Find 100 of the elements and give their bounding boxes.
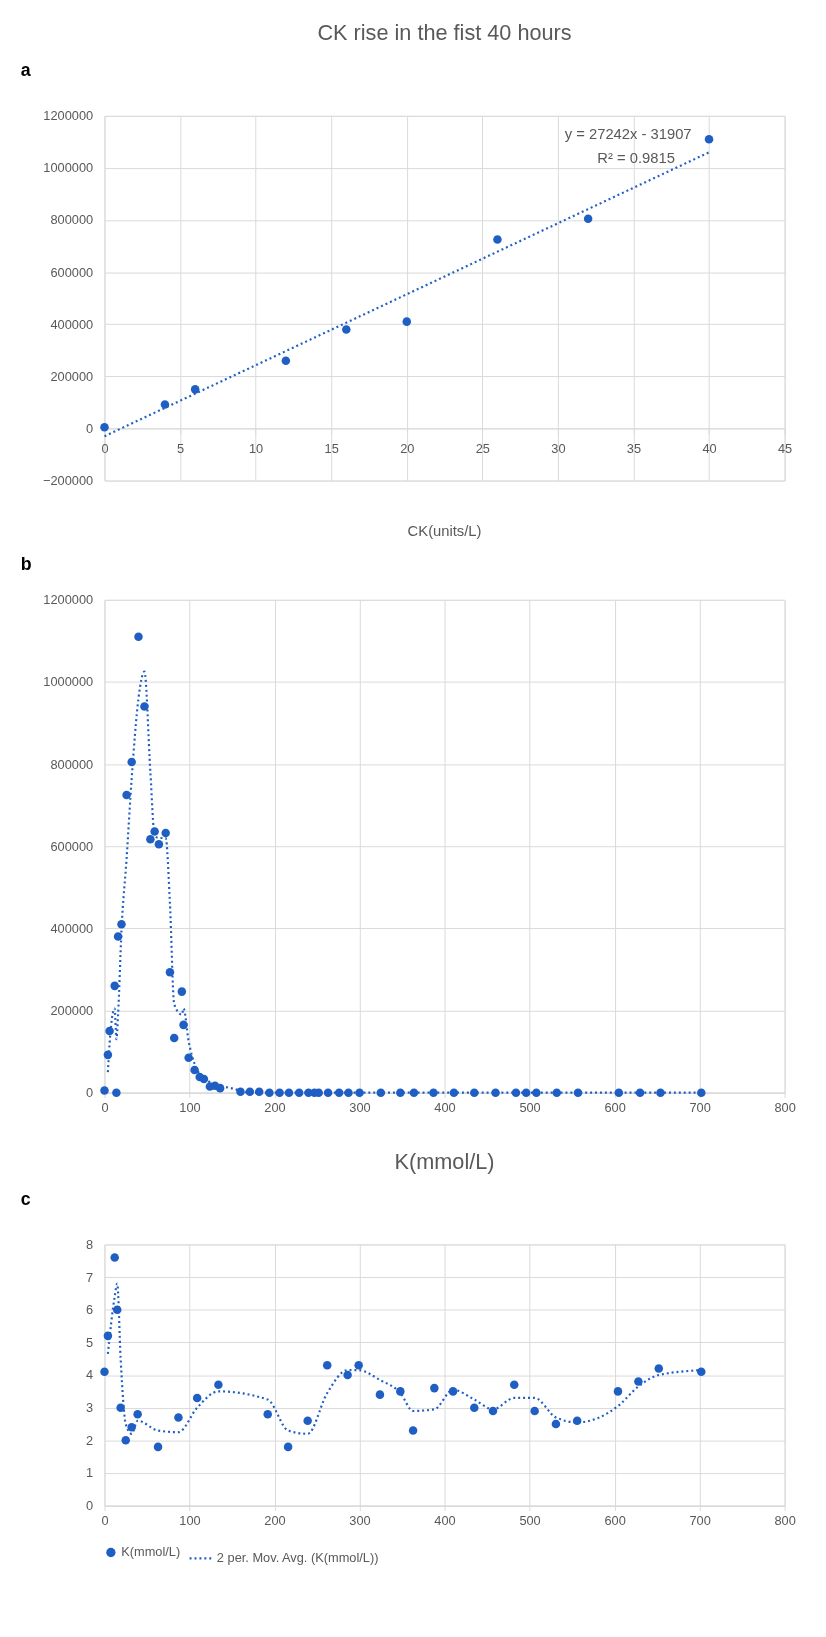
point bbox=[448, 1387, 458, 1396]
y-tick-label: 0 bbox=[86, 1498, 94, 1514]
point bbox=[140, 702, 149, 711]
point bbox=[192, 1393, 202, 1403]
x-tick-label: 600 bbox=[604, 1512, 626, 1528]
x-tick-label: 10 bbox=[249, 440, 264, 456]
x-tick-label: 40 bbox=[702, 440, 717, 456]
y-tick-label: 1000000 bbox=[43, 160, 94, 176]
point bbox=[100, 1086, 109, 1095]
x-tick-label: 200 bbox=[264, 1099, 286, 1115]
x-tick-label: 700 bbox=[689, 1099, 711, 1115]
y-tick-label: 1 bbox=[86, 1465, 94, 1481]
point bbox=[408, 1426, 418, 1435]
legend-label: 2 per. Mov. Avg. (K(mmol/L)) bbox=[216, 1550, 379, 1566]
point bbox=[470, 1403, 479, 1412]
x-tick-label: 200 bbox=[264, 1512, 286, 1528]
point bbox=[146, 834, 155, 844]
x-tick-label: 35 bbox=[626, 440, 642, 456]
point bbox=[134, 632, 143, 642]
x-tick-label: 600 bbox=[604, 1099, 626, 1115]
point bbox=[704, 135, 714, 144]
point bbox=[133, 1409, 142, 1419]
point bbox=[334, 1088, 344, 1097]
y-tick-label: 4 bbox=[86, 1367, 94, 1383]
x-tick-label: 30 bbox=[551, 440, 566, 456]
point bbox=[153, 1442, 163, 1452]
chart-title: K(mmol/L) bbox=[394, 1148, 495, 1174]
x-tick-label: 400 bbox=[434, 1512, 456, 1528]
point bbox=[303, 1416, 312, 1426]
y-tick-label: 1000000 bbox=[43, 674, 94, 690]
x-tick-label: 25 bbox=[475, 440, 490, 456]
point bbox=[322, 1361, 332, 1370]
y-tick-label: 600000 bbox=[50, 838, 94, 854]
text: b bbox=[20, 554, 32, 575]
text: c bbox=[20, 1189, 31, 1210]
point bbox=[100, 1367, 109, 1377]
point bbox=[449, 1088, 459, 1097]
x-tick-label: 100 bbox=[179, 1099, 201, 1115]
point bbox=[583, 214, 593, 223]
point bbox=[179, 1020, 188, 1030]
x-tick-label: 800 bbox=[774, 1512, 796, 1528]
y-tick-label: 800000 bbox=[50, 756, 94, 772]
y-tick-label: −200000 bbox=[42, 472, 94, 488]
point bbox=[283, 1442, 293, 1452]
point bbox=[342, 325, 351, 334]
y-tick-label: 400000 bbox=[50, 316, 94, 332]
x-tick-label: 45 bbox=[777, 440, 793, 456]
x-tick-label: 20 bbox=[400, 440, 415, 456]
x-tick-label: 400 bbox=[434, 1099, 456, 1115]
chart-title: CK rise in the fist 40 hours bbox=[317, 19, 572, 45]
point bbox=[634, 1377, 643, 1386]
point bbox=[402, 317, 412, 326]
point bbox=[236, 1087, 245, 1097]
point bbox=[190, 385, 200, 394]
x-tick-label: 5 bbox=[176, 440, 185, 456]
point bbox=[697, 1367, 706, 1377]
chart-title: CK(units/L) bbox=[407, 522, 482, 539]
point bbox=[635, 1088, 645, 1097]
point bbox=[160, 400, 170, 409]
x-tick-label: 15 bbox=[324, 440, 339, 456]
point bbox=[281, 356, 291, 365]
x-tick-label: 300 bbox=[349, 1099, 371, 1115]
x-tick-label: 0 bbox=[101, 1512, 109, 1528]
y-tick-label: 1200000 bbox=[43, 108, 94, 124]
x-tick-label: 700 bbox=[689, 1512, 711, 1528]
x-tick-label: 300 bbox=[349, 1512, 371, 1528]
point bbox=[113, 932, 123, 941]
y-tick-label: 6 bbox=[86, 1302, 94, 1318]
y-tick-label: 0 bbox=[86, 420, 94, 436]
point bbox=[354, 1361, 363, 1370]
x-tick-label: 100 bbox=[179, 1512, 201, 1528]
point bbox=[169, 1033, 179, 1043]
point bbox=[110, 1253, 119, 1262]
text: a bbox=[20, 60, 31, 81]
annotation: R² = 0.9815 bbox=[597, 150, 675, 167]
point bbox=[161, 828, 170, 838]
point bbox=[165, 968, 175, 977]
y-tick-label: 1200000 bbox=[43, 592, 94, 608]
point bbox=[375, 1390, 385, 1399]
point bbox=[409, 1088, 419, 1097]
y-tick-label: 600000 bbox=[50, 264, 94, 280]
point bbox=[530, 1406, 539, 1416]
point bbox=[154, 839, 164, 849]
point bbox=[343, 1370, 352, 1380]
y-tick-label: 8 bbox=[86, 1236, 94, 1252]
y-tick-label: 200000 bbox=[50, 1002, 94, 1018]
point bbox=[509, 1380, 519, 1390]
y-tick-label: 3 bbox=[86, 1400, 94, 1416]
x-tick-label: 0 bbox=[101, 440, 109, 456]
point bbox=[511, 1088, 521, 1097]
point bbox=[100, 422, 109, 432]
y-tick-label: 800000 bbox=[50, 212, 94, 228]
point bbox=[121, 1436, 130, 1445]
point bbox=[122, 790, 131, 800]
point bbox=[110, 981, 119, 991]
point bbox=[177, 987, 187, 996]
y-tick-label: 7 bbox=[86, 1269, 94, 1285]
x-tick-label: 800 bbox=[774, 1099, 796, 1115]
x-tick-label: 0 bbox=[101, 1099, 109, 1115]
point bbox=[493, 235, 502, 244]
